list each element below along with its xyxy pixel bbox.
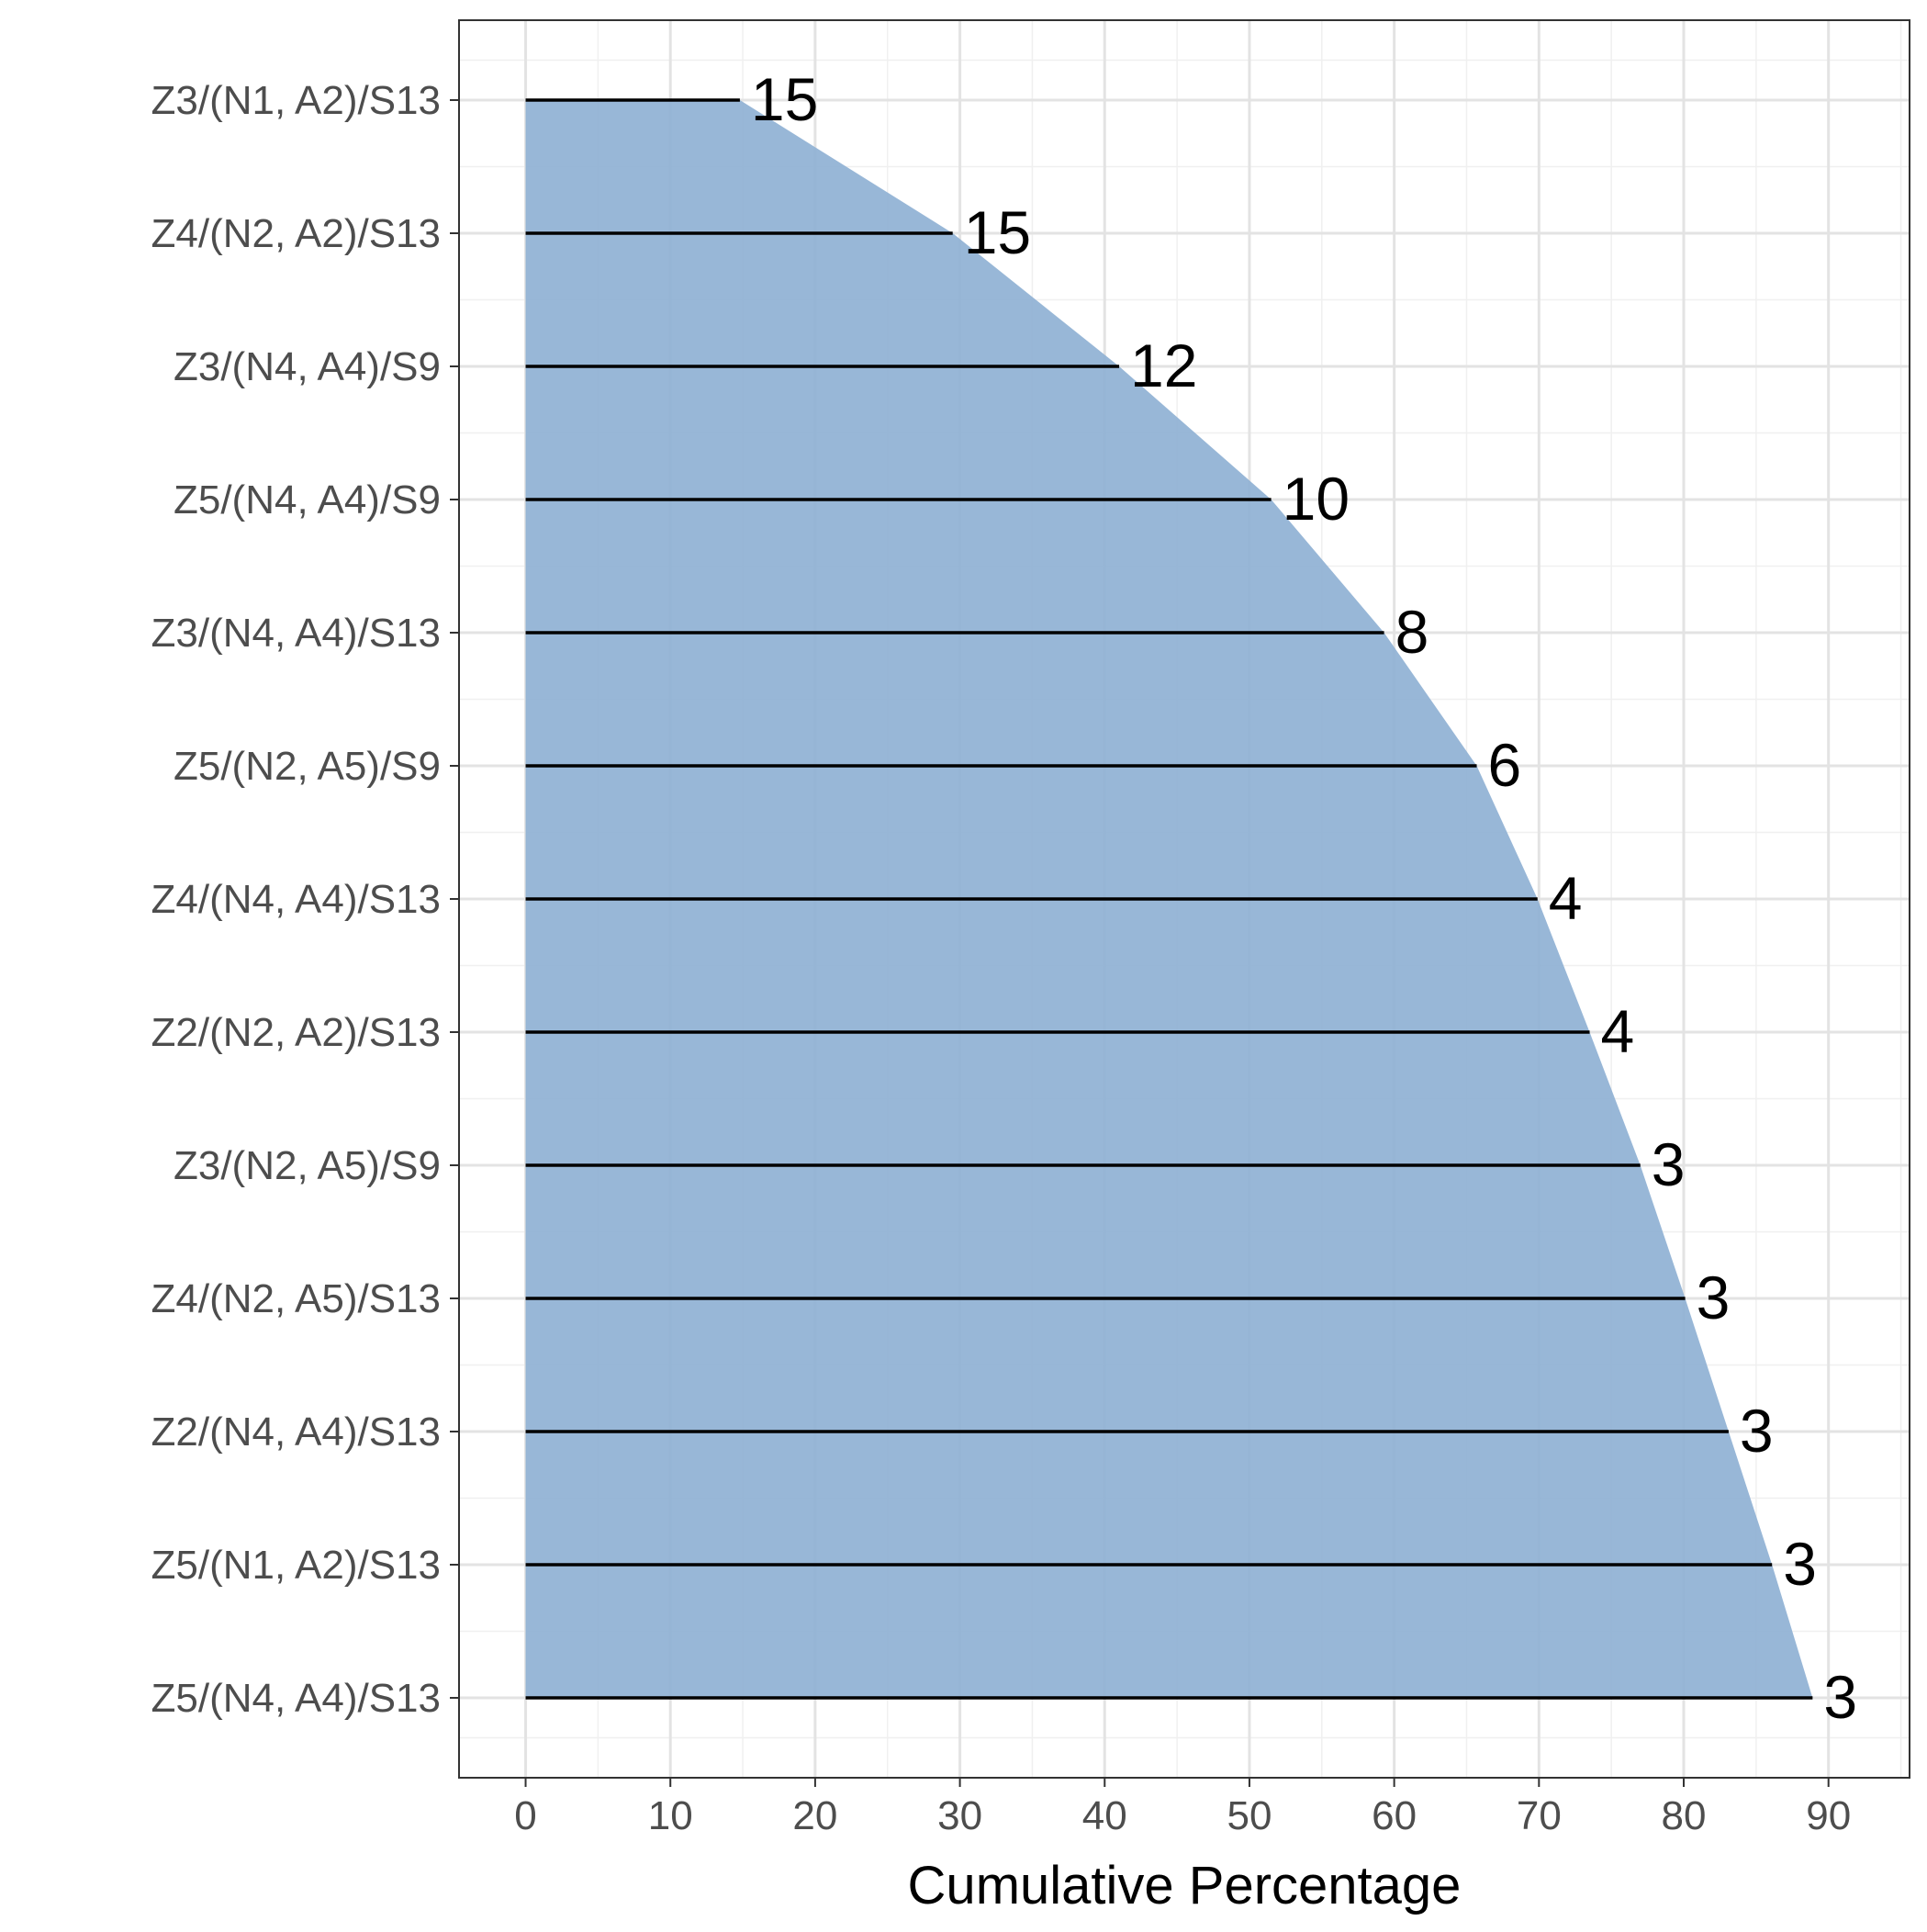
x-tick-label: 90 (1806, 1793, 1851, 1838)
y-tick-label: Z5/(N4, A4)/S9 (174, 477, 441, 522)
y-tick-label: Z5/(N1, A2)/S13 (151, 1543, 441, 1588)
y-tick-label: Z4/(N2, A2)/S13 (151, 211, 441, 256)
y-tick-label: Z4/(N4, A4)/S13 (151, 877, 441, 922)
x-tick-label: 20 (792, 1793, 837, 1838)
y-tick-label: Z3/(N4, A4)/S9 (174, 344, 441, 389)
x-tick-label: 30 (937, 1793, 982, 1838)
data-label: 12 (1130, 331, 1197, 399)
data-label: 15 (964, 198, 1031, 266)
y-tick-label: Z4/(N2, A5)/S13 (151, 1276, 441, 1321)
y-tick-label: Z3/(N4, A4)/S13 (151, 611, 441, 656)
segments (525, 98, 1813, 1700)
x-tick-label: 70 (1517, 1793, 1562, 1838)
axes: Z3/(N1, A2)/S13 Z4/(N2, A2)/S13 Z3/(N4, A4… (151, 78, 1852, 1838)
data-label: 3 (1697, 1264, 1731, 1331)
y-tick-label: Z5/(N2, A5)/S9 (174, 744, 441, 789)
x-tick-label: 0 (514, 1793, 536, 1838)
y-tick-label: Z3/(N1, A2)/S13 (151, 78, 441, 123)
x-tick-label: 50 (1227, 1793, 1272, 1838)
data-label: 8 (1395, 598, 1429, 666)
data-label: 3 (1652, 1130, 1686, 1198)
data-label: 4 (1601, 997, 1635, 1065)
data-label: 6 (1488, 731, 1522, 799)
data-label: 3 (1740, 1397, 1774, 1465)
x-tick-label: 10 (648, 1793, 693, 1838)
x-axis-title: Cumulative Percentage (908, 1856, 1462, 1915)
data-label: 4 (1549, 864, 1583, 932)
x-tick-label: 40 (1082, 1793, 1127, 1838)
x-tick-label: 80 (1662, 1793, 1707, 1838)
data-label: 10 (1283, 465, 1350, 533)
y-tick-label: Z5/(N4, A4)/S13 (151, 1676, 441, 1721)
y-tick-label: Z2/(N2, A2)/S13 (151, 1010, 441, 1055)
y-tick-label: Z3/(N2, A5)/S9 (174, 1143, 441, 1188)
data-label: 3 (1823, 1663, 1857, 1731)
data-label: 3 (1783, 1530, 1817, 1598)
y-tick-label: Z2/(N4, A4)/S13 (151, 1410, 441, 1455)
x-tick-label: 60 (1372, 1793, 1417, 1838)
data-label: 15 (751, 65, 818, 133)
